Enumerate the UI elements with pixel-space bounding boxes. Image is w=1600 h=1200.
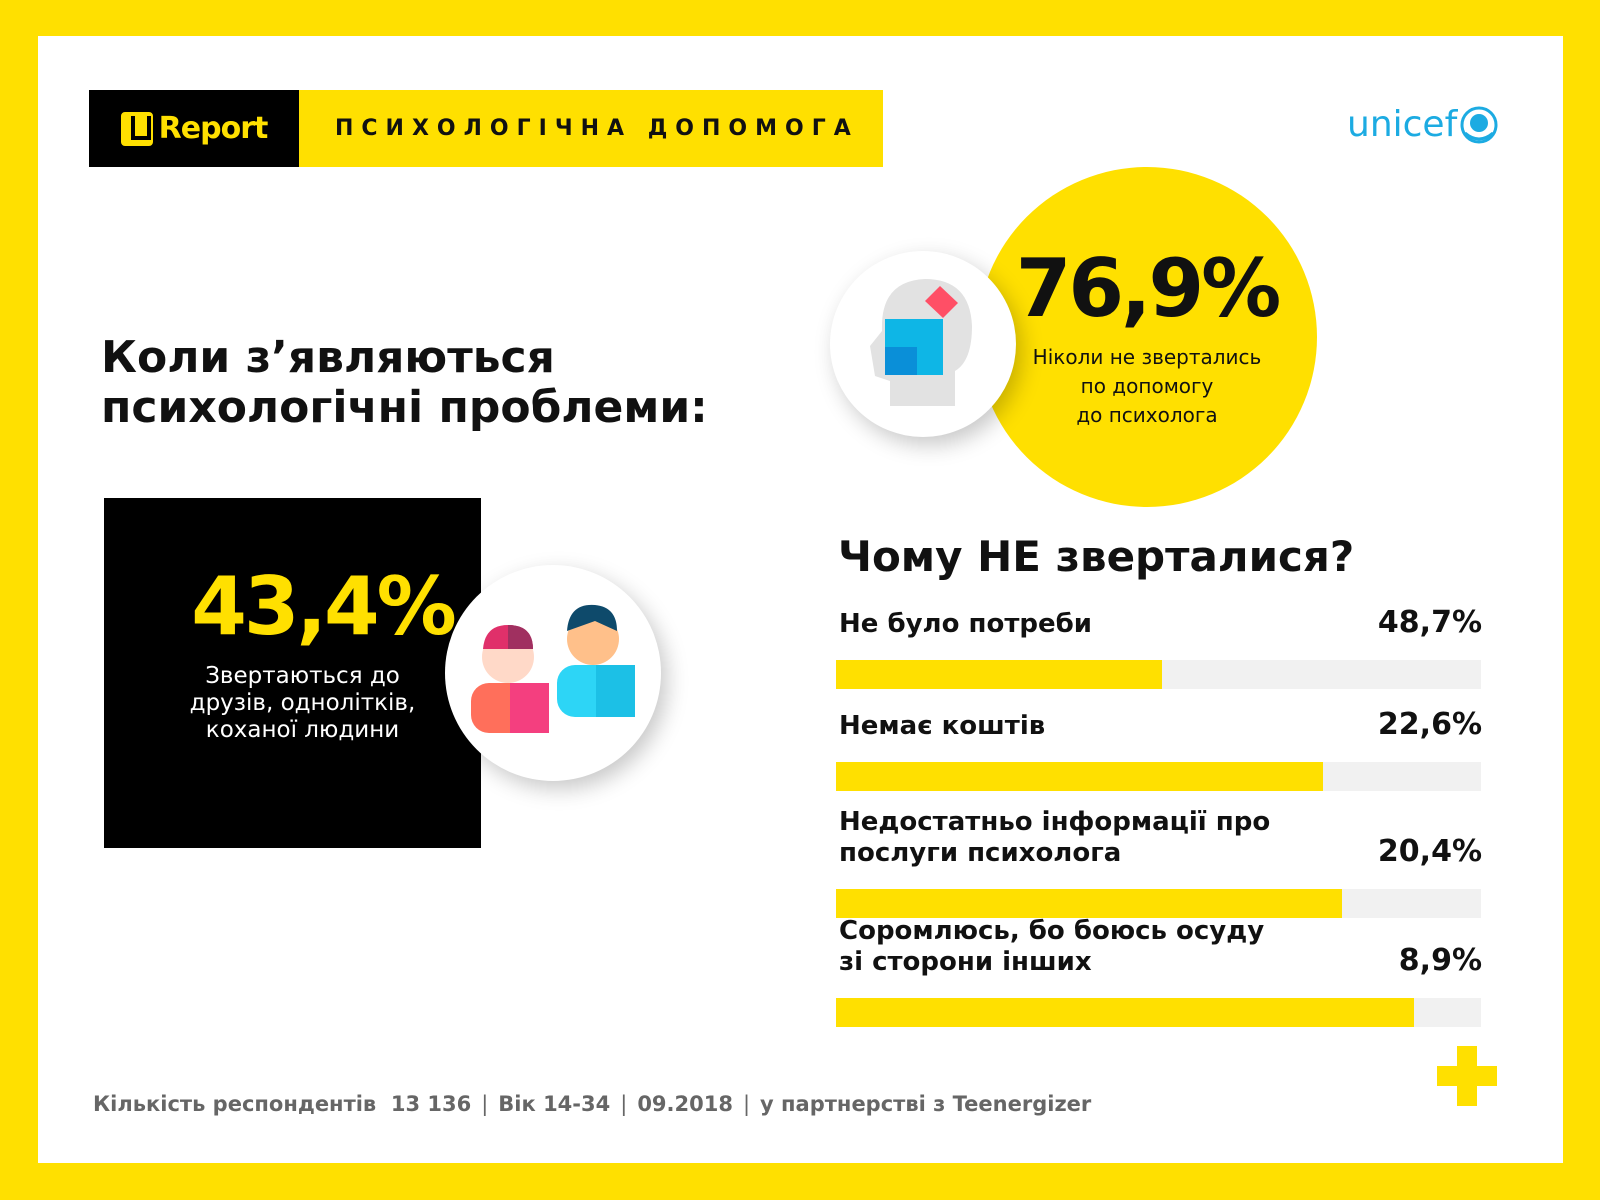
bar-value-label: 22,6% bbox=[1377, 707, 1482, 742]
page-title: Коли з’являються психологічні проблеми: bbox=[101, 332, 708, 433]
bar-label: Недостатньо інформації про послуги психол… bbox=[839, 807, 1271, 868]
bar-track bbox=[836, 660, 1481, 689]
head-circle bbox=[830, 251, 1016, 437]
bar bbox=[836, 998, 1414, 1027]
bar-label: Немає коштів bbox=[839, 711, 1046, 741]
people-circle bbox=[445, 565, 661, 781]
plus-icon-bar bbox=[1437, 1066, 1497, 1086]
bar-value-label: 20,4% bbox=[1377, 834, 1482, 869]
never-stat: 76,9% Ніколи не звертались по допомогу до … bbox=[977, 167, 1317, 507]
footer: Кількість респондентів 13 136 | Вік 14-34… bbox=[93, 1092, 1092, 1116]
head-puzzle-icon bbox=[870, 279, 972, 406]
bar-track bbox=[836, 762, 1481, 791]
bar-value-label: 48,7% bbox=[1377, 605, 1482, 640]
bar bbox=[836, 889, 1343, 918]
chart-title: Чому НЕ зверталися? bbox=[838, 532, 1355, 581]
u-logo-icon bbox=[120, 111, 153, 146]
bar bbox=[836, 762, 1323, 791]
people-icon bbox=[471, 604, 635, 733]
unicef-logo: unicef bbox=[1347, 104, 1499, 145]
globe-icon bbox=[1460, 106, 1498, 143]
ureport-logo: Report bbox=[89, 90, 299, 167]
bar-track bbox=[836, 998, 1481, 1027]
bar bbox=[836, 660, 1163, 689]
section-title: ПСИХОЛОГІЧНА ДОПОМОГА bbox=[299, 90, 883, 167]
bar-track bbox=[836, 889, 1481, 918]
friends-stat: 43,4% Звертаються до друзів, однолітків, к… bbox=[104, 498, 481, 848]
bar-label: Не було потреби bbox=[839, 609, 1093, 639]
bar-value-label: 8,9% bbox=[1398, 943, 1482, 978]
bar-label: Соромлюсь, бо боюсь осуду зі сторони інши… bbox=[839, 916, 1265, 977]
